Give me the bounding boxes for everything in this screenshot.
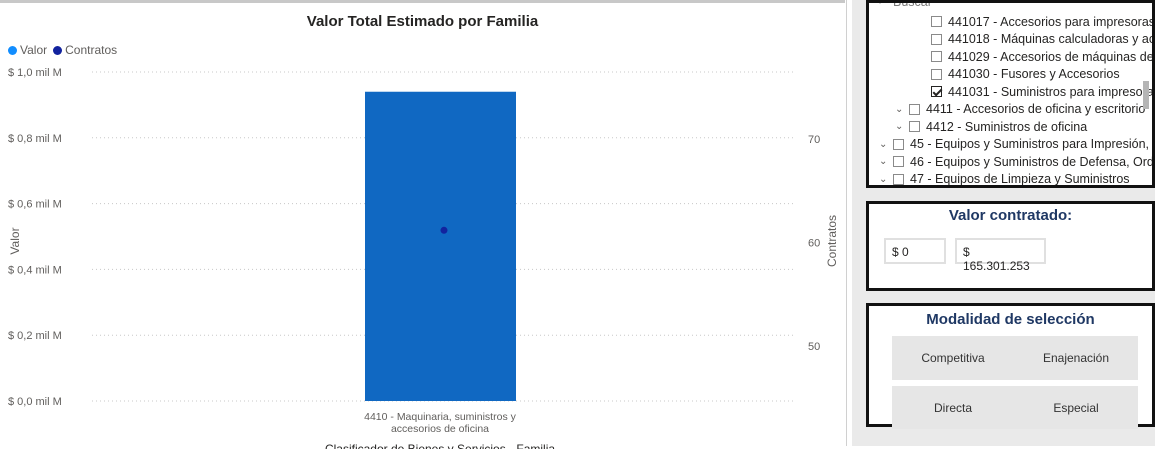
tree-item[interactable]: ⌄ 46 - Equipos y Suministros de Defensa, …: [879, 153, 1155, 170]
valor-min-input[interactable]: $ 0: [884, 238, 946, 264]
checkbox[interactable]: [931, 68, 942, 80]
category-filter-slicer: › Buscar 441017 - Accesorios para impres…: [866, 0, 1155, 188]
tree-item[interactable]: 441017 - Accesorios para impresoras, f..…: [931, 13, 1155, 30]
valor-contratado-slicer: Valor contratado: $ 0 $ 165.301.253: [866, 201, 1155, 291]
tree-scrollbar[interactable]: [1143, 81, 1149, 109]
checkbox[interactable]: [893, 156, 904, 167]
y-axis-title: Valor: [8, 227, 22, 254]
tree-item[interactable]: 441018 - Máquinas calculadoras y acce...: [931, 31, 1155, 48]
legend-dot-contratos: [53, 45, 63, 55]
y-tick-label: $ 0,6 mil M: [8, 199, 62, 211]
valor-contratado-title: Valor contratado:: [948, 207, 1073, 224]
modalidad-competitiva-button[interactable]: Competitiva: [892, 336, 1014, 380]
tree-item-label: 441030 - Fusores y Accesorios: [948, 67, 1120, 81]
checkbox[interactable]: [893, 138, 904, 150]
tree-item[interactable]: ⌄ 4411 - Accesorios de oficina y escritor…: [895, 101, 1145, 118]
tree-item-label: 441029 - Accesorios de máquinas de of...: [948, 49, 1154, 64]
checkbox[interactable]: [931, 86, 942, 97]
chevron-down-icon[interactable]: ⌄: [879, 173, 888, 185]
y-tick-label: $ 0,0 mil M: [8, 396, 62, 408]
tree-item[interactable]: ⌄ 45 - Equipos y Suministros para Impresi…: [879, 136, 1155, 153]
checkbox[interactable]: [893, 173, 904, 185]
tree-item[interactable]: ⌄ 4412 - Suministros de oficina: [895, 118, 1087, 135]
modalidad-title: Modalidad de selección: [926, 311, 1095, 328]
search-chevron-icon: ›: [879, 0, 883, 7]
checkbox[interactable]: [931, 51, 942, 62]
tree-item[interactable]: 441030 - Fusores y Accesorios: [931, 66, 1120, 83]
y-tick-label: $ 1,0 mil M: [8, 67, 62, 79]
y2-tick-label: 50: [808, 341, 820, 353]
chevron-down-icon[interactable]: ⌄: [879, 138, 888, 150]
tree-item-label: 441031 - Suministros para impresora, f..…: [948, 84, 1155, 99]
modalidad-slicer: Modalidad de selección Competitiva Enaje…: [866, 303, 1155, 429]
checkbox[interactable]: [931, 33, 942, 45]
checkbox[interactable]: [931, 16, 942, 27]
tree-item-label: 46 - Equipos y Suministros de Defensa, O…: [910, 154, 1155, 169]
bar-valor: [365, 91, 516, 402]
tree-item-label: 4412 - Suministros de oficina: [926, 119, 1088, 134]
legend-item-contratos[interactable]: Contratos: [53, 43, 117, 57]
legend-dot-valor: [8, 45, 17, 55]
y-tick-label: $ 0,4 mil M: [8, 264, 62, 276]
search-label: Buscar: [893, 0, 932, 9]
y2-tick-label: 60: [808, 238, 820, 250]
x-tick-label: 4410 - Maquinaria, suministros y: [364, 411, 516, 423]
search-row[interactable]: › Buscar: [879, 0, 932, 10]
point-contratos: [440, 226, 448, 234]
tree-item[interactable]: 441031 - Suministros para impresora, f..…: [931, 83, 1155, 100]
y2-axis-title: Contratos: [825, 215, 839, 267]
tree-item-label: 4411 - Accesorios de oficina y escritori…: [926, 102, 1146, 116]
panel-divider: [846, 0, 852, 446]
modalidad-directa-button[interactable]: Directa: [892, 386, 1014, 429]
modalidad-enajenacion-button[interactable]: Enajenación: [1014, 336, 1138, 380]
tree-item-label: 45 - Equipos y Suministros para Impresió…: [910, 137, 1155, 151]
tree-item-label: 441017 - Accesorios para impresoras, f..…: [948, 14, 1155, 29]
legend-label-valor: Valor: [20, 43, 48, 57]
checkbox[interactable]: [909, 103, 920, 115]
y-tick-label: $ 0,8 mil M: [8, 133, 62, 145]
tree-item[interactable]: 441029 - Accesorios de máquinas de of...: [931, 48, 1154, 65]
chevron-down-icon[interactable]: ⌄: [879, 156, 888, 167]
tree-item[interactable]: ⌄ 47 - Equipos de Limpieza y Suministros: [879, 171, 1130, 186]
legend-label-contratos: Contratos: [65, 43, 118, 57]
chart-title: Valor Total Estimado por Familia: [306, 13, 539, 30]
valor-max-input[interactable]: $ 165.301.253: [955, 238, 1046, 273]
y2-tick-label: 70: [808, 134, 820, 146]
y-tick-label: $ 0,2 mil M: [8, 330, 62, 342]
modalidad-especial-button[interactable]: Especial: [1014, 386, 1138, 429]
legend-item-valor[interactable]: Valor: [8, 43, 47, 57]
chart-panel: Valor Total Estimado por Familia Valor C…: [0, 0, 845, 449]
chevron-down-icon[interactable]: ⌄: [895, 121, 904, 132]
x-tick-label: accesorios de oficina: [391, 423, 489, 435]
checkbox[interactable]: [909, 121, 920, 132]
tree-item-label: 47 - Equipos de Limpieza y Suministros: [910, 172, 1130, 186]
tree-item-label: 441018 - Máquinas calculadoras y acce...: [948, 32, 1155, 46]
chart-legend: Valor Contratos: [8, 43, 123, 57]
chevron-down-icon[interactable]: ⌄: [895, 103, 904, 115]
combo-chart: $ 0,0 mil M $ 0,2 mil M $ 0,4 mil M $ 0,6 m…: [8, 67, 839, 449]
